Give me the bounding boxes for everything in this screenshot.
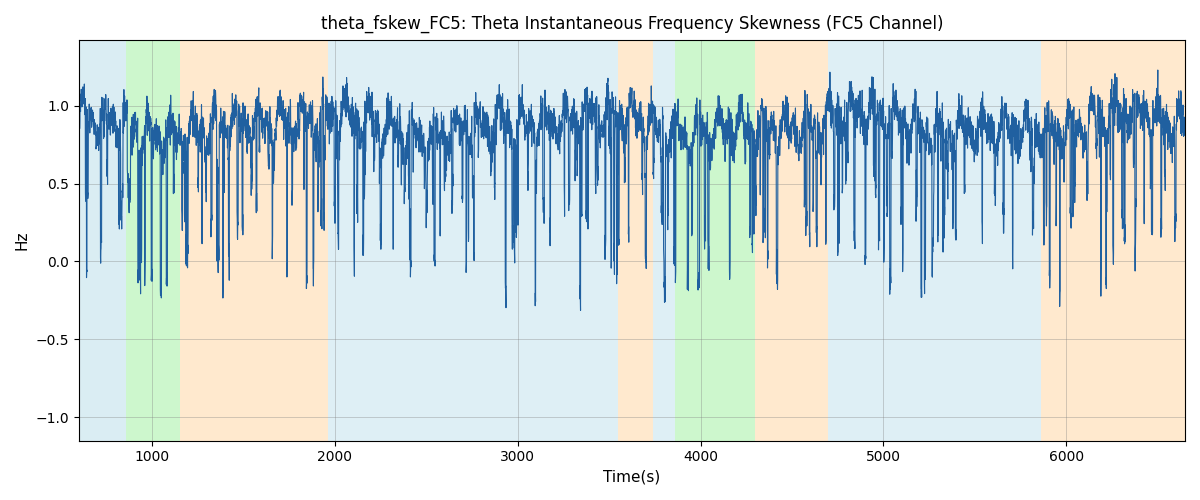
Bar [755,40,828,440]
Y-axis label: Hz: Hz [14,230,30,250]
Bar [828,40,1040,440]
Bar [126,40,180,440]
Bar [359,40,618,440]
Bar [653,40,674,440]
Bar [674,40,755,440]
Title: theta_fskew_FC5: Theta Instantaneous Frequency Skewness (FC5 Channel): theta_fskew_FC5: Theta Instantaneous Fre… [320,15,943,34]
Bar [1040,40,1186,440]
Bar [180,40,328,440]
Bar [618,40,653,440]
Bar [79,40,126,440]
X-axis label: Time(s): Time(s) [604,470,660,485]
Bar [328,40,359,440]
